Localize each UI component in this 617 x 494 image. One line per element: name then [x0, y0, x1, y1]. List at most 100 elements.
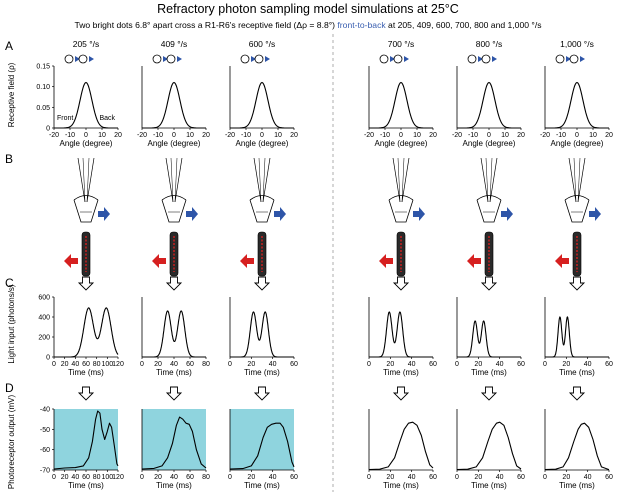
- speed-label: 600 °/s: [249, 39, 276, 49]
- col-4-ray-left: [480, 157, 489, 203]
- light-input-trace: [142, 310, 206, 358]
- panel-c-xtick-label: 40: [408, 361, 416, 368]
- to-panel-c-down-arrow-icon: [568, 276, 586, 291]
- panel-c-chart: 0 20 40 60 Time (ms): [228, 297, 298, 377]
- panel-c-xtick-label: 0: [228, 361, 232, 368]
- speed-4-two-dots-motion-icon-motion-arrow-0: [478, 56, 483, 62]
- speed-3-two-dots-motion-icon-dot-0: [379, 54, 389, 64]
- panel-d-xtick-label: 20: [61, 474, 69, 481]
- panel-a-xtick-label: 0: [172, 132, 176, 139]
- receptive-field-curve: [369, 81, 433, 129]
- panel-a-xtick-label: -10: [153, 132, 163, 139]
- panel-d-xtick-label: 0: [367, 474, 371, 481]
- panel-d-chart: 0 20 40 60 Time (ms): [543, 409, 613, 490]
- speed-0-two-dots-motion-icon-motion-arrow-1: [89, 56, 94, 62]
- speed-5-two-dots-motion-icon-motion-arrow-0: [566, 56, 571, 62]
- panel-d-xtick-label: 60: [290, 474, 298, 481]
- col-2-ray-right: [262, 157, 271, 203]
- panel-d-xtick-label: 60: [517, 474, 525, 481]
- col-0-ray-inner-r: [86, 157, 90, 203]
- speed-5-two-dots-motion-icon-dot-1: [569, 54, 579, 64]
- panel-a-xtick-label: 0: [84, 132, 88, 139]
- panel-c-xlabel: Time (ms): [244, 368, 280, 377]
- subtitle-part2: at 205, 409, 600, 700, 800 and 1,000 °/s: [386, 20, 542, 30]
- panel-c-xtick-label: 60: [82, 361, 90, 368]
- panel-d-ytick-label: -40: [40, 407, 50, 414]
- panel-a-xtick-label: 20: [517, 132, 525, 139]
- panel-a-ytick-label: 0.10: [36, 84, 50, 91]
- to-panel-c-down-arrow-icon: [165, 276, 183, 291]
- col-4-ray-right: [489, 157, 498, 203]
- panel-a-xlabel: Angle (degree): [60, 139, 113, 148]
- panel-a-xtick-label: -10: [556, 132, 566, 139]
- panel-letter-c: C: [5, 276, 14, 290]
- panel-a-xtick-label: -10: [241, 132, 251, 139]
- col-4-lens-icon: [476, 195, 502, 201]
- col-1-ray-inner-r: [174, 157, 178, 203]
- to-panel-c-down-arrow-icon: [392, 276, 410, 291]
- subtitle-part1: Two bright dots 6.8° apart cross a R1-R6…: [74, 20, 337, 30]
- speed-1-two-dots-motion-icon-motion-arrow-1: [177, 56, 182, 62]
- panel-d-xtick-label: 20: [247, 474, 255, 481]
- speed-4-two-dots-motion-icon-dot-0: [467, 54, 477, 64]
- panel-d-xtick-label: 60: [605, 474, 613, 481]
- panel-c-xtick-label: 40: [496, 361, 504, 368]
- panel-a-xtick-label: 10: [274, 132, 282, 139]
- speed-label: 800 °/s: [476, 39, 503, 49]
- figure-subtitle: Two bright dots 6.8° apart cross a R1-R6…: [74, 20, 541, 30]
- panel-d-xtick-label: 40: [584, 474, 592, 481]
- panel-a-xtick-label: 10: [501, 132, 509, 139]
- speed-3-two-dots-motion-icon-dot-1: [393, 54, 403, 64]
- panel-c-xtick-label: 20: [386, 361, 394, 368]
- panel-a-xtick-label: -20: [452, 132, 462, 139]
- subtitle-highlight: front-to-back: [337, 20, 386, 30]
- col-0-ray-left: [77, 157, 86, 203]
- light-input-trace: [545, 316, 609, 358]
- col-1-ray-left: [165, 157, 174, 203]
- panel-letter-b: B: [5, 152, 13, 166]
- col-1-cone: [161, 199, 187, 223]
- panel-c-xlabel: Time (ms): [471, 368, 507, 377]
- to-panel-d-down-arrow-icon: [480, 386, 498, 401]
- receptive-field-curve: [545, 81, 609, 129]
- photoreceptor-output-trace: [53, 410, 119, 470]
- panel-a-xlabel: Angle (degree): [375, 139, 428, 148]
- back-annotation: Back: [99, 115, 115, 122]
- receptive-field-curve: [54, 81, 118, 129]
- col-5-lens-icon: [564, 195, 590, 201]
- col-3-ray-inner-r: [401, 157, 405, 203]
- to-panel-c-down-arrow-icon: [253, 276, 271, 291]
- front-annotation: Front: [57, 115, 73, 122]
- panel-d-xtick-label: 0: [52, 474, 56, 481]
- col-2-lens-icon: [249, 195, 275, 201]
- panel-c-xtick-label: 0: [543, 361, 547, 368]
- panel-a-xlabel: Angle (degree): [148, 139, 201, 148]
- panel-a-xtick-label: -20: [137, 132, 147, 139]
- panel-d-xtick-label: 0: [455, 474, 459, 481]
- speed-2-two-dots-motion-icon-dot-1: [254, 54, 264, 64]
- speed-4-two-dots-motion-icon-dot-1: [481, 54, 491, 64]
- panel-c-ytick-label: 400: [38, 315, 50, 322]
- to-panel-c-down-arrow-icon: [77, 276, 95, 291]
- panel-a-chart: -20 -10 0 10 20 0 0.05 0.10 0.15 Front Back Angle (…: [36, 64, 122, 149]
- panel-c-xlabel: Time (ms): [156, 368, 192, 377]
- panel-d-xtick-label: 0: [543, 474, 547, 481]
- panel-c-xtick-label: 20: [61, 361, 69, 368]
- panel-c-xtick-label: 40: [170, 361, 178, 368]
- speed-1-two-dots-motion-icon-dot-0: [152, 54, 162, 64]
- speed-2-two-dots-motion-icon-dot-0: [240, 54, 250, 64]
- panel-a-ytick-label: 0.15: [36, 64, 50, 71]
- col-3-red-arrow: [379, 254, 393, 268]
- light-input-trace: [457, 320, 521, 358]
- panel-d-xtick-label: 0: [228, 474, 232, 481]
- col-4-ray-inner-r: [489, 157, 493, 203]
- panel-a-xtick-label: 0: [487, 132, 491, 139]
- col-2-red-arrow: [240, 254, 254, 268]
- panel-c-xtick-label: 60: [290, 361, 298, 368]
- panel-c-xtick-label: 40: [269, 361, 277, 368]
- panel-a-xtick-label: -10: [65, 132, 75, 139]
